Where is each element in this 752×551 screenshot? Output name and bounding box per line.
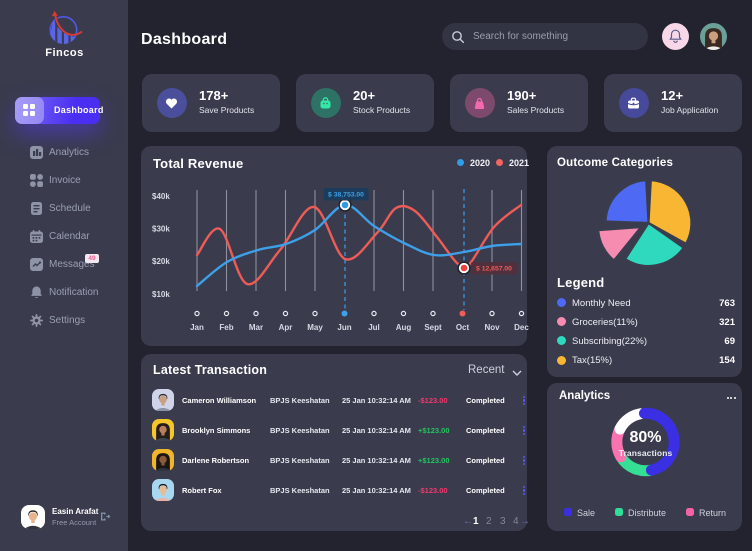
svg-text:Mar: Mar <box>249 323 263 332</box>
svg-text:Nov: Nov <box>484 323 500 332</box>
svg-text:May: May <box>307 323 323 332</box>
svg-text:Oct: Oct <box>456 323 470 332</box>
svg-text:Jul: Jul <box>368 323 380 332</box>
svg-text:Jun: Jun <box>337 323 351 332</box>
svg-text:Aug: Aug <box>396 323 412 332</box>
svg-text:$40k: $40k <box>152 192 170 201</box>
svg-text:$ 12,657.00: $ 12,657.00 <box>476 266 512 273</box>
svg-text:Dec: Dec <box>514 323 529 332</box>
svg-text:Feb: Feb <box>219 323 233 332</box>
svg-text:Jan: Jan <box>190 323 204 332</box>
svg-text:$10k: $10k <box>152 290 170 299</box>
svg-text:Apr: Apr <box>279 323 293 332</box>
svg-text:Sept: Sept <box>424 323 442 332</box>
svg-text:$ 38,753.00: $ 38,753.00 <box>328 192 364 199</box>
svg-text:$20k: $20k <box>152 257 170 266</box>
svg-text:$30k: $30k <box>152 225 170 234</box>
